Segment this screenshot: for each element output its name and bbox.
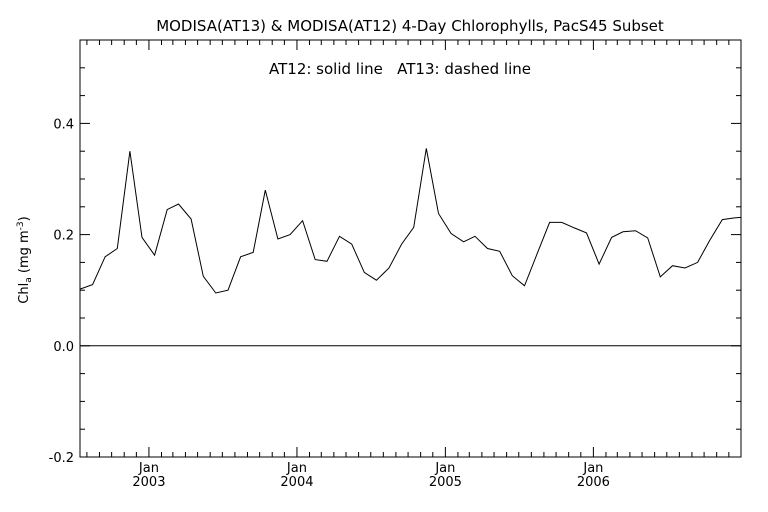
x-tick-label-year: 2004 (280, 475, 313, 490)
x-tick-label-year: 2006 (577, 475, 610, 490)
x-tick-label-year: 2005 (429, 475, 462, 490)
x-tick-label-month: Jan (434, 461, 455, 476)
y-axis-label: Chla (mg m-3) (16, 216, 34, 303)
x-tick-label-month: Jan (138, 461, 159, 476)
series-line-solid (79, 148, 742, 294)
x-tick-label-year: 2003 (132, 475, 165, 490)
plot-area: -0.20.00.20.4Jan2003Jan2004Jan2005Jan200… (49, 39, 742, 490)
y-tick-label: 0.2 (53, 229, 74, 244)
chart-annotation: AT12: solid line AT13: dashed line (269, 60, 531, 78)
chart-title: MODISA(AT13) & MODISA(AT12) 4-Day Chloro… (156, 17, 664, 35)
plot-frame (79, 39, 742, 458)
y-tick-label: 0.4 (53, 117, 74, 132)
x-tick-label-month: Jan (582, 461, 603, 476)
y-tick-label: 0.0 (53, 340, 74, 355)
y-tick-label: -0.2 (49, 451, 74, 466)
x-tick-label-month: Jan (286, 461, 307, 476)
